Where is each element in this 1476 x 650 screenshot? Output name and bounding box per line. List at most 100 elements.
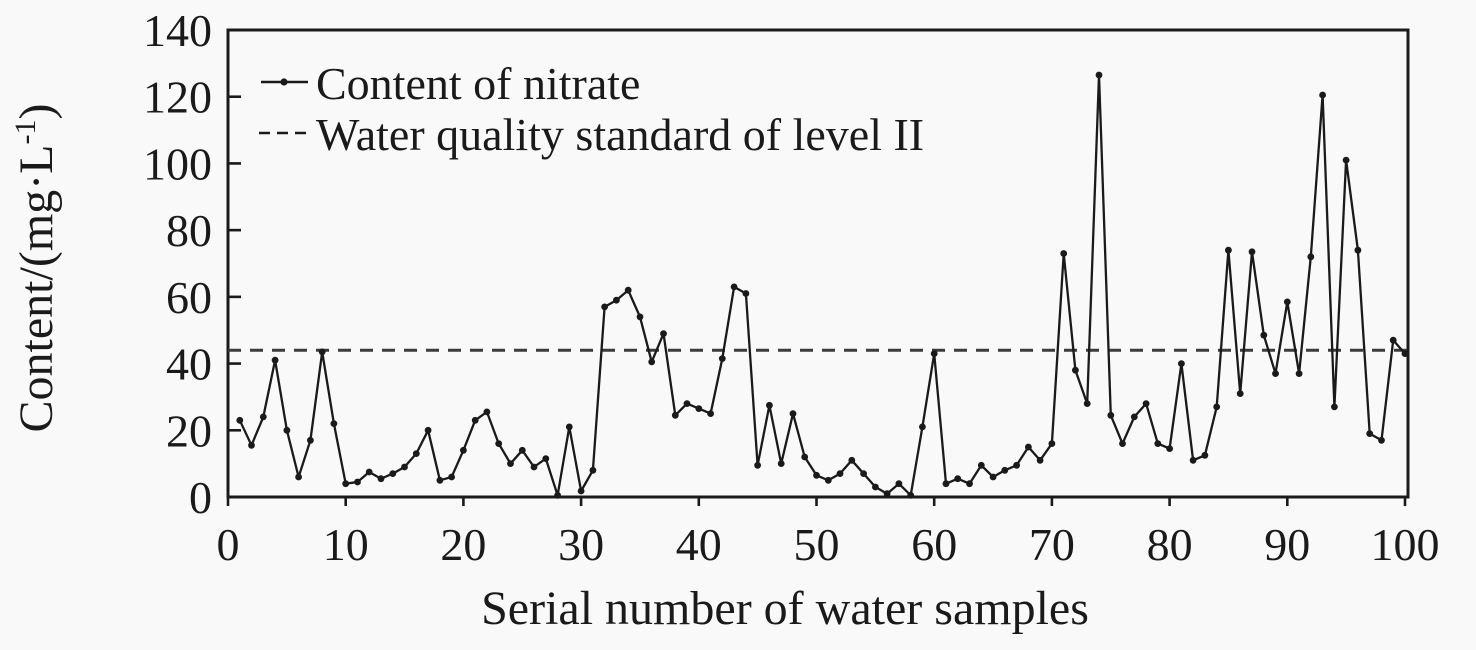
data-point-marker xyxy=(613,296,620,304)
data-point-marker xyxy=(1107,411,1115,419)
data-point-marker xyxy=(1166,445,1173,452)
data-point-marker xyxy=(801,453,809,461)
data-point-marker xyxy=(872,483,879,491)
x-tick-label: 80 xyxy=(1147,519,1193,570)
data-point-marker xyxy=(860,470,867,477)
data-point-marker xyxy=(930,350,938,357)
nitrate-series-group xyxy=(236,71,1409,499)
data-point-marker xyxy=(1083,400,1091,407)
data-point-marker xyxy=(530,463,538,471)
data-point-marker xyxy=(1001,466,1009,474)
data-point-marker xyxy=(1225,246,1232,254)
data-point-marker xyxy=(448,473,455,481)
data-point-marker xyxy=(648,358,656,366)
y-axis-ticks: 0 20 40 60 80 100 120 140 xyxy=(143,5,241,523)
data-point-marker xyxy=(1072,366,1079,374)
data-point-marker xyxy=(1236,390,1244,397)
data-point-marker xyxy=(1295,370,1303,377)
data-point-marker xyxy=(495,440,503,447)
data-point-marker xyxy=(589,466,597,474)
data-point-marker xyxy=(1201,451,1209,459)
data-point-marker xyxy=(883,490,891,498)
data-point-marker xyxy=(342,480,350,488)
data-point-marker xyxy=(1331,403,1338,411)
data-point-marker xyxy=(836,470,844,477)
data-point-marker xyxy=(1025,443,1032,451)
data-point-marker xyxy=(624,286,632,294)
data-point-marker xyxy=(707,410,714,417)
data-point-marker xyxy=(601,303,608,311)
data-point-marker xyxy=(977,461,985,469)
x-tick-label: 50 xyxy=(794,519,840,570)
x-tick-label: 0 xyxy=(217,519,240,570)
data-point-marker xyxy=(954,475,962,483)
data-point-marker xyxy=(1378,436,1385,444)
data-point-marker xyxy=(742,290,750,297)
data-point-marker xyxy=(895,480,903,488)
data-point-marker xyxy=(377,475,385,483)
data-point-marker xyxy=(330,420,338,427)
data-point-marker xyxy=(1260,331,1268,339)
x-axis-title: Serial number of water samples xyxy=(481,582,1089,635)
data-point-marker xyxy=(671,411,679,419)
data-point-marker xyxy=(554,491,561,499)
x-tick-label: 10 xyxy=(323,519,369,570)
x-tick-label: 60 xyxy=(911,519,957,570)
data-point-marker xyxy=(1036,456,1044,464)
data-point-marker xyxy=(989,473,997,481)
x-tick-label: 90 xyxy=(1264,519,1310,570)
data-point-marker xyxy=(824,476,832,484)
data-point-marker xyxy=(283,426,291,434)
data-point-marker xyxy=(236,416,244,424)
nitrate-series-line xyxy=(238,73,1407,497)
data-point-marker xyxy=(942,480,950,488)
data-point-marker xyxy=(436,476,444,484)
plot-border xyxy=(226,28,1410,499)
data-point-marker xyxy=(365,468,373,476)
y-tick-label: 80 xyxy=(166,205,212,256)
data-point-marker xyxy=(1342,156,1350,164)
data-point-marker xyxy=(460,446,467,454)
data-point-marker xyxy=(518,446,526,454)
data-point-marker xyxy=(1048,440,1056,447)
data-point-marker xyxy=(789,410,797,417)
data-point-marker xyxy=(1189,456,1197,464)
data-point-marker xyxy=(1154,440,1162,447)
data-point-marker xyxy=(1060,250,1068,257)
data-point-marker xyxy=(507,460,514,467)
data-point-marker xyxy=(1389,336,1397,344)
data-point-marker xyxy=(683,400,691,407)
data-point-marker xyxy=(412,450,420,457)
x-tick-label: 20 xyxy=(440,519,486,570)
data-point-marker xyxy=(813,471,820,479)
x-tick-label: 30 xyxy=(558,519,604,570)
data-point-marker xyxy=(307,436,314,444)
data-point-marker xyxy=(1142,400,1150,407)
data-point-marker xyxy=(730,283,738,291)
data-point-marker xyxy=(660,330,667,337)
y-axis-title: Content/(mg·L-1) xyxy=(9,104,63,433)
data-point-marker xyxy=(389,470,397,477)
y-tick-label: 20 xyxy=(166,405,212,456)
y-tick-label: 100 xyxy=(143,138,212,189)
data-point-marker xyxy=(766,401,773,409)
data-point-marker xyxy=(295,473,302,481)
legend-standard-label: Water quality standard of level II xyxy=(316,109,924,160)
data-point-marker xyxy=(907,491,915,499)
y-tick-label: 60 xyxy=(166,272,212,323)
y-tick-label: 40 xyxy=(166,339,212,390)
data-point-marker xyxy=(424,426,432,434)
data-point-marker xyxy=(1307,253,1315,261)
data-point-marker xyxy=(1401,350,1409,357)
data-point-marker xyxy=(1354,246,1362,254)
data-point-marker xyxy=(1119,440,1126,447)
data-point-marker xyxy=(318,348,326,356)
data-point-marker xyxy=(1178,360,1185,367)
y-tick-label: 0 xyxy=(189,472,212,523)
data-point-marker xyxy=(1272,370,1279,377)
data-point-marker xyxy=(718,355,726,362)
data-point-marker xyxy=(919,423,926,431)
data-point-marker xyxy=(1366,430,1374,437)
data-point-marker xyxy=(565,423,573,431)
